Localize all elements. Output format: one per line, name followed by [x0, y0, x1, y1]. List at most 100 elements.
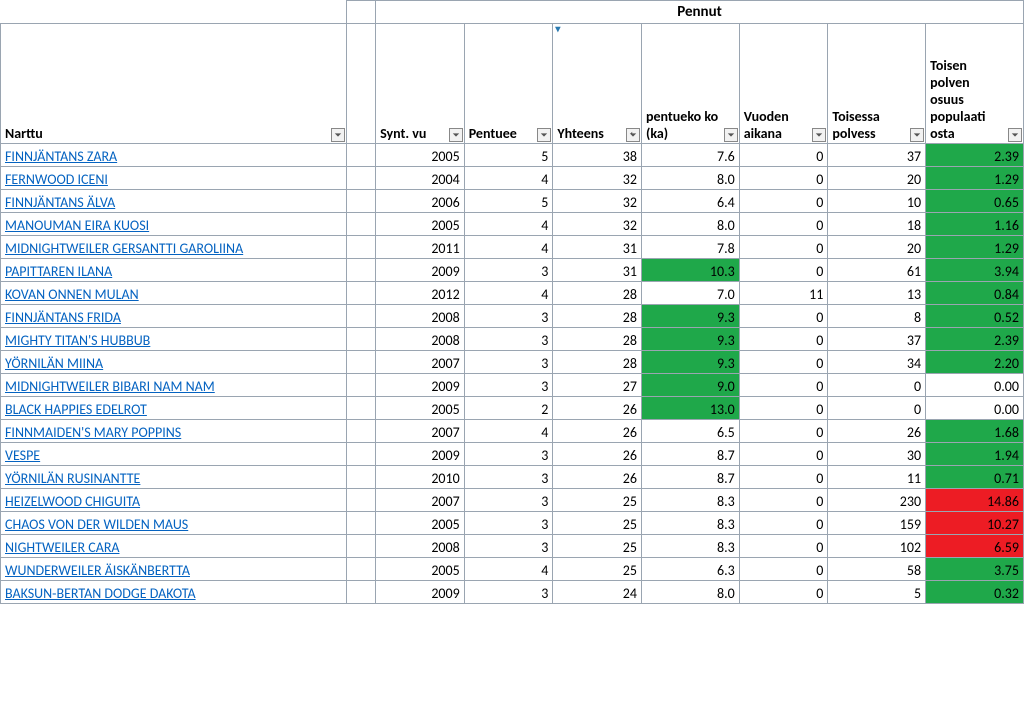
cell-ka: 8.3	[641, 489, 739, 512]
name-link[interactable]: CHAOS VON DER WILDEN MAUS	[5, 516, 188, 533]
cell-yhteens: 26	[553, 420, 642, 443]
filter-button[interactable]	[449, 128, 463, 142]
cell-name: KOVAN ONNEN MULAN	[1, 282, 347, 305]
name-link[interactable]: YÖRNILÄN MIINA	[5, 355, 103, 372]
cell-synt: 2009	[376, 443, 465, 466]
filter-sort-button[interactable]	[626, 128, 640, 142]
cell-vuoden: 0	[739, 420, 828, 443]
cell-name: FERNWOOD ICENI	[1, 167, 347, 190]
name-link[interactable]: FINNJÄNTANS ZARA	[5, 148, 117, 165]
cell-pentuee: 3	[464, 374, 553, 397]
filter-button[interactable]	[1008, 128, 1022, 142]
cell-blank	[346, 351, 376, 374]
cell-synt: 2009	[376, 374, 465, 397]
cell-yhteens: 32	[553, 167, 642, 190]
cell-vuoden: 0	[739, 167, 828, 190]
cell-synt: 2007	[376, 420, 465, 443]
table-row: WUNDERWEILER ÄISKÄNBERTTA20054256.30583.…	[1, 558, 1024, 581]
group-header: Pennut	[376, 1, 1024, 24]
cell-pentuee: 3	[464, 581, 553, 604]
cell-blank	[346, 190, 376, 213]
table-row: FINNJÄNTANS ZARA20055387.60372.39	[1, 144, 1024, 167]
cell-osuus: 3.75	[926, 558, 1024, 581]
cell-blank	[346, 466, 376, 489]
cell-synt: 2007	[376, 489, 465, 512]
name-link[interactable]: MIDNIGHTWEILER GERSANTTI GAROLIINA	[5, 240, 243, 257]
name-link[interactable]: FERNWOOD ICENI	[5, 171, 108, 188]
name-link[interactable]: FINNMAIDEN'S MARY POPPINS	[5, 424, 181, 441]
cell-blank	[346, 328, 376, 351]
cell-osuus: 2.39	[926, 144, 1024, 167]
name-link[interactable]: KOVAN ONNEN MULAN	[5, 286, 139, 303]
col-label: Vuoden aikana	[744, 108, 789, 142]
name-link[interactable]: BAKSUN-BERTAN DODGE DAKOTA	[5, 585, 196, 602]
cell-ka: 8.0	[641, 213, 739, 236]
cell-yhteens: 28	[553, 282, 642, 305]
col-header-yhteens: ▾ Yhteens	[553, 24, 642, 144]
cell-blank	[346, 374, 376, 397]
cell-ka: 10.3	[641, 259, 739, 282]
cell-vuoden: 0	[739, 144, 828, 167]
cell-osuus: 1.68	[926, 420, 1024, 443]
table-row: FINNMAIDEN'S MARY POPPINS20074266.50261.…	[1, 420, 1024, 443]
cell-vuoden: 0	[739, 236, 828, 259]
cell-blank	[346, 213, 376, 236]
cell-toisessa: 58	[828, 558, 926, 581]
cell-osuus: 0.52	[926, 305, 1024, 328]
cell-osuus: 0.65	[926, 190, 1024, 213]
cell-name: FINNMAIDEN'S MARY POPPINS	[1, 420, 347, 443]
filter-button[interactable]	[537, 128, 551, 142]
cell-name: YÖRNILÄN MIINA	[1, 351, 347, 374]
filter-button[interactable]	[910, 128, 924, 142]
cell-yhteens: 27	[553, 374, 642, 397]
cell-blank	[346, 282, 376, 305]
name-link[interactable]: VESPE	[5, 447, 40, 464]
name-link[interactable]: PAPITTAREN ILANA	[5, 263, 112, 280]
filter-button[interactable]	[724, 128, 738, 142]
name-link[interactable]: FINNJÄNTANS FRIDA	[5, 309, 121, 326]
cell-osuus: 10.27	[926, 512, 1024, 535]
cell-ka: 9.0	[641, 374, 739, 397]
cell-synt: 2012	[376, 282, 465, 305]
cell-name: BLACK HAPPIES EDELROT	[1, 397, 347, 420]
cell-yhteens: 25	[553, 512, 642, 535]
cell-blank	[346, 489, 376, 512]
name-link[interactable]: MIGHTY TITAN'S HUBBUB	[5, 332, 150, 349]
name-link[interactable]: YÖRNILÄN RUSINANTTE	[5, 470, 140, 487]
cell-blank	[346, 259, 376, 282]
filter-button[interactable]	[812, 128, 826, 142]
blank-header-a	[1, 1, 347, 24]
name-link[interactable]: FINNJÄNTANS ÄLVA	[5, 194, 115, 211]
cell-name: HEIZELWOOD CHIGUITA	[1, 489, 347, 512]
col-header-blank	[346, 24, 376, 144]
cell-ka: 9.3	[641, 305, 739, 328]
cell-synt: 2007	[376, 351, 465, 374]
table-row: BLACK HAPPIES EDELROT200522613.0000.00	[1, 397, 1024, 420]
cell-pentuee: 3	[464, 351, 553, 374]
name-link[interactable]: NIGHTWEILER CARA	[5, 539, 120, 556]
cell-osuus: 0.00	[926, 397, 1024, 420]
cell-yhteens: 25	[553, 489, 642, 512]
cell-blank	[346, 144, 376, 167]
col-label: Narttu	[5, 125, 43, 142]
table-row: MIDNIGHTWEILER BIBARI NAM NAM20093279.00…	[1, 374, 1024, 397]
cell-blank	[346, 443, 376, 466]
name-link[interactable]: BLACK HAPPIES EDELROT	[5, 401, 147, 418]
group-header-row: Pennut	[1, 1, 1024, 24]
col-header-synt: Synt. vu	[376, 24, 465, 144]
name-link[interactable]: HEIZELWOOD CHIGUITA	[5, 493, 140, 510]
name-link[interactable]: MANOUMAN EIRA KUOSI	[5, 217, 149, 234]
name-link[interactable]: MIDNIGHTWEILER BIBARI NAM NAM	[5, 378, 215, 395]
cell-toisessa: 11	[828, 466, 926, 489]
cell-vuoden: 0	[739, 305, 828, 328]
cell-name: MANOUMAN EIRA KUOSI	[1, 213, 347, 236]
cell-toisessa: 10	[828, 190, 926, 213]
cell-blank	[346, 167, 376, 190]
filter-button[interactable]	[331, 128, 345, 142]
cell-yhteens: 25	[553, 535, 642, 558]
cell-name: FINNJÄNTANS ÄLVA	[1, 190, 347, 213]
cell-ka: 13.0	[641, 397, 739, 420]
name-link[interactable]: WUNDERWEILER ÄISKÄNBERTTA	[5, 562, 190, 579]
cell-pentuee: 3	[464, 466, 553, 489]
cell-pentuee: 4	[464, 420, 553, 443]
